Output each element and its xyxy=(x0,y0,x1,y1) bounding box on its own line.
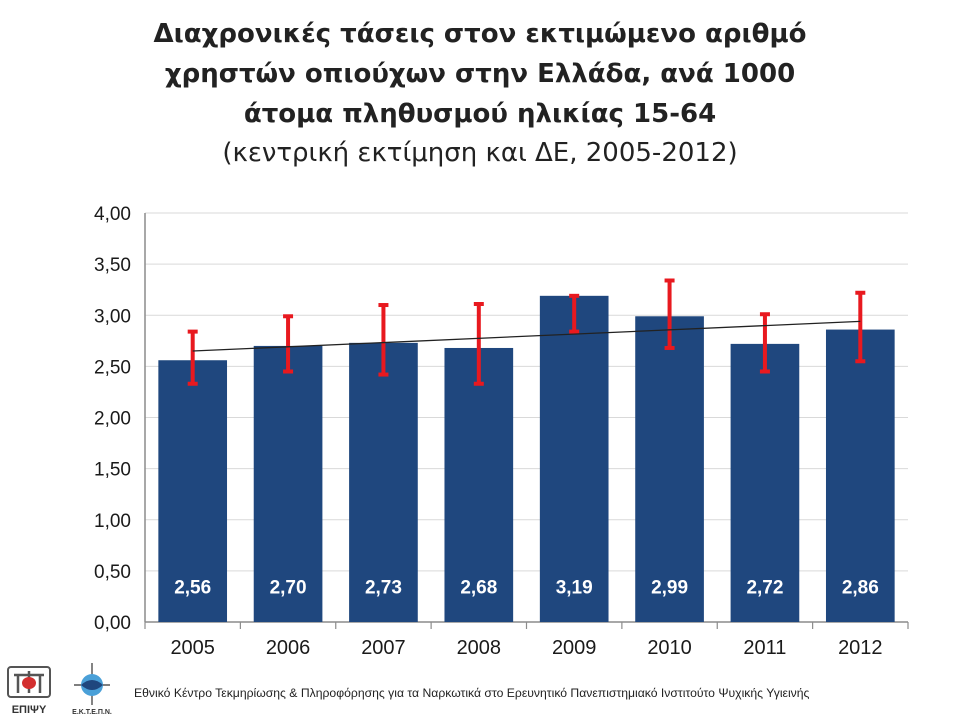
data-label: 2,99 xyxy=(651,577,688,598)
x-tick-label: 2011 xyxy=(743,637,786,659)
x-tick-label: 2009 xyxy=(552,637,597,659)
y-tick-label: 4,00 xyxy=(94,204,131,225)
data-label: 2,68 xyxy=(460,577,497,598)
title-line-3: άτομα πληθυσμού ηλικίας 15-64 xyxy=(243,99,717,129)
bar-2007 xyxy=(349,342,418,622)
y-tick-label: 3,00 xyxy=(94,306,131,327)
bar-2010 xyxy=(635,316,704,622)
bar-2012 xyxy=(825,329,895,622)
x-tick-label: 2006 xyxy=(266,637,311,659)
epipsy-logo-text: ΕΠΙΨΥ xyxy=(12,704,47,716)
footer: ΕΠΙΨΥ Ε.Κ.Τ.Ε.Π.Ν. Εθνικό Κέντρο Τεκμηρί… xyxy=(0,655,960,720)
x-tick-label: 2012 xyxy=(838,637,883,659)
chart-title: Διαχρονικές τάσεις στον εκτιμώμενο αριθμ… xyxy=(0,14,960,172)
data-label: 2,73 xyxy=(365,577,402,598)
footer-institution-text: Εθνικό Κέντρο Τεκμηρίωσης & Πληροφόρησης… xyxy=(134,686,810,700)
trendline xyxy=(192,320,861,352)
bar-2005 xyxy=(158,360,228,622)
data-label: 2,86 xyxy=(842,577,879,598)
ektepn-logo: Ε.Κ.Τ.Ε.Π.Ν. xyxy=(72,663,112,716)
chart-subtitle: (κεντρική εκτίμηση και ΔΕ, 2005-2012) xyxy=(222,138,738,168)
y-tick-label: 3,50 xyxy=(94,255,131,276)
data-label: 2,56 xyxy=(174,577,211,598)
bar-2008 xyxy=(444,347,514,622)
x-tick-label: 2007 xyxy=(361,637,406,659)
y-tick-label: 2,00 xyxy=(94,409,131,430)
bar-2011 xyxy=(730,343,800,622)
data-label: 2,72 xyxy=(746,577,783,598)
data-label: 2,70 xyxy=(270,577,307,598)
y-tick-label: 0,00 xyxy=(94,613,131,634)
y-tick-label: 1,00 xyxy=(94,511,131,532)
title-line-2: χρηστών οπιούχων στην Ελλάδα, ανά 1000 xyxy=(164,59,796,89)
x-tick-label: 2005 xyxy=(170,637,215,659)
y-tick-label: 2,50 xyxy=(94,357,131,378)
title-line-1: Διαχρονικές τάσεις στον εκτιμώμενο αριθμ… xyxy=(153,19,807,49)
data-label: 3,19 xyxy=(556,577,593,598)
y-tick-label: 1,50 xyxy=(94,460,131,481)
bar-2006 xyxy=(253,345,323,622)
bar-chart: 0,00 0,50 1,00 1,50 2,00 2,50 3,00 3,50 4,00 2,56… xyxy=(94,204,909,659)
ektepn-logo-text: Ε.Κ.Τ.Ε.Π.Ν. xyxy=(72,709,112,716)
epipsy-logo: ΕΠΙΨΥ xyxy=(7,666,51,716)
bar-2009 xyxy=(539,295,609,622)
x-tick-label: 2010 xyxy=(647,637,692,659)
y-tick-label: 0,50 xyxy=(94,562,131,583)
x-tick-label: 2008 xyxy=(457,637,502,659)
